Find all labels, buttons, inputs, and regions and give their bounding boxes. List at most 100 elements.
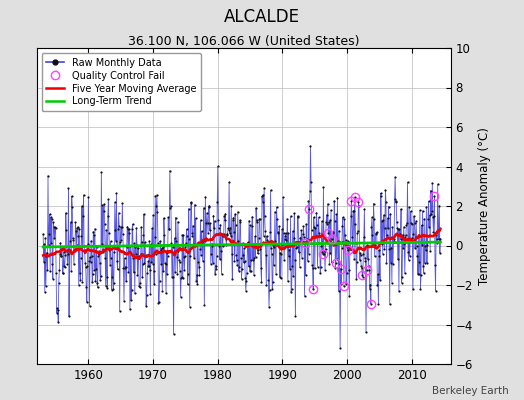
Point bbox=[106, 238, 115, 244]
Point bbox=[104, 196, 113, 203]
Point bbox=[132, 251, 140, 257]
Point bbox=[105, 246, 114, 253]
Point bbox=[47, 240, 56, 246]
Point bbox=[120, 298, 128, 304]
Point bbox=[88, 279, 96, 286]
Point bbox=[150, 281, 158, 287]
Point bbox=[400, 241, 409, 247]
Point bbox=[260, 185, 268, 191]
Point bbox=[208, 240, 216, 247]
Point bbox=[210, 225, 218, 231]
Point bbox=[72, 228, 80, 234]
Point bbox=[378, 250, 387, 257]
Point bbox=[82, 284, 91, 290]
Point bbox=[75, 270, 84, 276]
Point bbox=[347, 213, 355, 219]
Point bbox=[166, 205, 174, 211]
Point bbox=[119, 231, 127, 237]
Point bbox=[171, 269, 179, 276]
Point bbox=[351, 221, 359, 228]
Point bbox=[108, 244, 117, 250]
Point bbox=[391, 174, 399, 180]
Point bbox=[70, 246, 79, 253]
Point bbox=[292, 239, 300, 245]
Point bbox=[403, 220, 411, 226]
Point bbox=[78, 203, 86, 209]
Point bbox=[182, 240, 190, 246]
Point bbox=[186, 253, 194, 259]
Point bbox=[129, 254, 137, 261]
Point bbox=[373, 229, 381, 235]
Point bbox=[312, 233, 320, 239]
Point bbox=[112, 190, 121, 196]
Point bbox=[322, 218, 330, 225]
Point bbox=[185, 236, 193, 242]
Point bbox=[64, 185, 73, 192]
Point bbox=[356, 252, 365, 258]
Point bbox=[58, 244, 66, 250]
Point bbox=[385, 204, 393, 210]
Point bbox=[111, 227, 119, 234]
Point bbox=[54, 280, 63, 286]
Point bbox=[373, 282, 381, 288]
Point bbox=[185, 303, 194, 310]
Point bbox=[233, 256, 241, 263]
Y-axis label: Temperature Anomaly (°C): Temperature Anomaly (°C) bbox=[478, 127, 492, 285]
Point bbox=[407, 220, 416, 226]
Point bbox=[308, 227, 316, 234]
Point bbox=[239, 259, 248, 266]
Point bbox=[434, 227, 442, 234]
Point bbox=[200, 302, 209, 309]
Point bbox=[421, 260, 429, 266]
Point bbox=[248, 214, 256, 220]
Point bbox=[424, 216, 432, 222]
Point bbox=[151, 192, 159, 199]
Point bbox=[179, 275, 187, 281]
Point bbox=[141, 252, 150, 258]
Point bbox=[323, 221, 331, 227]
Point bbox=[355, 257, 364, 263]
Point bbox=[205, 227, 214, 233]
Point bbox=[289, 228, 297, 234]
Point bbox=[108, 274, 116, 281]
Point bbox=[222, 242, 231, 248]
Point bbox=[261, 252, 270, 258]
Point bbox=[231, 258, 239, 264]
Point bbox=[299, 223, 308, 229]
Point bbox=[121, 265, 129, 271]
Point bbox=[406, 239, 414, 245]
Point bbox=[383, 232, 391, 238]
Point bbox=[264, 240, 272, 246]
Point bbox=[286, 266, 294, 272]
Point bbox=[221, 217, 229, 224]
Point bbox=[387, 244, 396, 251]
Point bbox=[177, 275, 185, 281]
Point bbox=[334, 288, 343, 294]
Point bbox=[280, 236, 289, 242]
Point bbox=[135, 283, 143, 290]
Point bbox=[49, 276, 57, 282]
Point bbox=[172, 254, 181, 260]
Point bbox=[277, 275, 285, 281]
Point bbox=[288, 263, 297, 270]
Point bbox=[73, 224, 82, 230]
Point bbox=[45, 230, 53, 237]
Point bbox=[43, 267, 52, 273]
Point bbox=[283, 216, 291, 222]
Point bbox=[176, 258, 184, 265]
Point bbox=[89, 228, 97, 235]
Point bbox=[354, 199, 363, 205]
Point bbox=[93, 284, 102, 291]
Point bbox=[42, 253, 51, 260]
Point bbox=[195, 264, 203, 270]
Point bbox=[134, 252, 143, 259]
Point bbox=[56, 240, 64, 246]
Point bbox=[107, 255, 115, 261]
Point bbox=[284, 230, 292, 236]
Point bbox=[269, 242, 278, 248]
Point bbox=[380, 246, 388, 252]
Point bbox=[167, 203, 175, 210]
Point bbox=[101, 220, 109, 227]
Point bbox=[429, 228, 438, 235]
Point bbox=[257, 279, 266, 285]
